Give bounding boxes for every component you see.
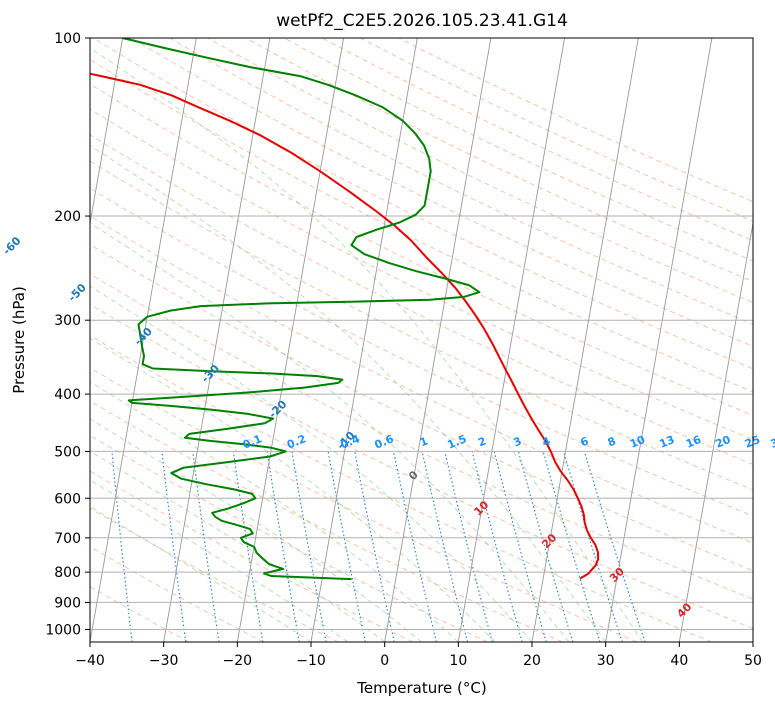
y-tick-label: 200 (54, 209, 81, 225)
x-tick-label: 0 (380, 653, 389, 669)
mixing-ratio-line (493, 451, 547, 642)
y-axis-label: Pressure (hPa) (10, 286, 28, 394)
chart-title: wetPf2_C2E5.2026.105.23.41.G14 (276, 11, 568, 31)
temperature-profile (90, 72, 600, 580)
x-tick-label: −10 (296, 653, 326, 669)
dry-adiabat (283, 38, 753, 262)
dry-adiabat (90, 134, 753, 466)
moist-adiabat (90, 337, 496, 642)
y-tick-label: 300 (54, 313, 81, 329)
mixing-ratio-label: 8 (606, 434, 618, 449)
dewpoint-profile (122, 38, 481, 581)
y-tick-label: 600 (54, 491, 81, 507)
isotherm-line (236, 38, 345, 642)
y-tick-label: 900 (54, 595, 81, 611)
mixing-ratio-line (161, 451, 187, 642)
x-tick-label: 50 (744, 653, 762, 669)
x-tick-label: 40 (670, 653, 688, 669)
dry-adiabat (93, 38, 753, 370)
mixing-ratio-label: 3 (512, 434, 524, 449)
isotherm-line (90, 38, 197, 642)
x-tick-label: −40 (75, 653, 105, 669)
y-tick-label: 800 (54, 565, 81, 581)
isotherm-line (163, 38, 271, 642)
mixing-ratio-label: 1 (418, 434, 430, 449)
dry-adiabat (169, 38, 753, 325)
moist-adiabat (90, 418, 422, 642)
plot-frame (89, 37, 754, 643)
isotherm-line (90, 38, 124, 226)
dry-adiabat (90, 434, 488, 642)
dry-adiabat (90, 334, 712, 642)
dry-adiabat (90, 160, 753, 491)
mixing-ratio-line (392, 451, 437, 642)
moist-adiabat (90, 450, 385, 642)
dry-adiabat (90, 303, 753, 630)
dry-adiabat (90, 59, 753, 393)
moist-adiabat (90, 381, 459, 642)
mixing-ratio-label: 13 (657, 433, 676, 451)
mixing-ratio-label: 10 (628, 433, 647, 451)
dry-adiabat (90, 108, 753, 441)
moist-adiabat (90, 479, 349, 642)
x-tick-label: 10 (449, 653, 467, 669)
mixing-ratio-label: 25 (743, 433, 762, 451)
y-tick-label: 100 (54, 31, 81, 47)
isotherm-line (531, 38, 639, 642)
y-tick-label: 500 (54, 444, 81, 460)
plot-background (90, 38, 753, 642)
y-tick-label: 400 (54, 387, 81, 403)
x-tick-label: 30 (597, 653, 615, 669)
x-tick-label: −20 (223, 653, 253, 669)
mixing-ratio-label: 2 (476, 434, 488, 449)
moist-adiabat (90, 285, 533, 642)
isotherm-line (384, 38, 492, 642)
y-tick-label: 700 (54, 531, 81, 547)
x-tick-label: −30 (149, 653, 179, 669)
isotherm-label: -60 (0, 234, 23, 257)
y-tick-label: 1000 (45, 622, 81, 638)
isotherm-line (678, 220, 753, 642)
dry-adiabat (90, 215, 753, 544)
dry-adiabat (131, 38, 753, 347)
isotherm-line (457, 38, 566, 642)
mixing-ratio-line (192, 451, 220, 642)
mixing-ratio-line (542, 451, 601, 642)
mixing-ratio-line (232, 451, 264, 642)
mixing-ratio-label: 30 (769, 433, 775, 451)
moist-adiabat (90, 222, 570, 642)
mixing-ratio-line (563, 451, 623, 642)
dry-adiabat (90, 83, 753, 416)
mixing-ratio-label: 20 (713, 433, 732, 451)
mixing-ratio-line (421, 451, 469, 642)
mixing-ratio-label: 16 (684, 433, 703, 451)
moist-adiabat (90, 505, 312, 642)
x-axis-label: Temperature (°C) (356, 679, 486, 697)
isotherm-label: -50 (66, 281, 89, 304)
isotherm-line (605, 38, 713, 642)
mixing-ratio-line (517, 451, 574, 642)
dry-adiabat (90, 400, 563, 642)
isotherm-line (310, 38, 418, 642)
dry-adiabat (398, 38, 753, 203)
mixing-ratio-line (583, 451, 646, 642)
x-tick-label: 20 (523, 653, 541, 669)
dry-adiabat (90, 244, 753, 572)
dry-adiabat (90, 273, 753, 600)
mixing-ratio-line (471, 451, 523, 642)
dry-adiabat (90, 367, 638, 642)
dry-adiabat (360, 38, 753, 222)
isotherm-line (752, 639, 753, 642)
